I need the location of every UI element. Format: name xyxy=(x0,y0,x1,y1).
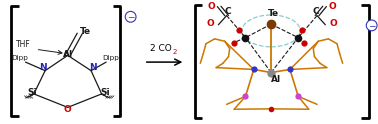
Text: C: C xyxy=(312,7,319,16)
Text: O: O xyxy=(64,105,71,114)
Text: Te: Te xyxy=(80,27,91,36)
Text: THF: THF xyxy=(16,40,31,49)
Text: Al: Al xyxy=(271,75,281,84)
Text: Dipp: Dipp xyxy=(11,55,28,61)
Text: Dipp: Dipp xyxy=(102,55,119,61)
Text: 2: 2 xyxy=(172,49,177,55)
Text: Si: Si xyxy=(101,88,110,97)
Text: O: O xyxy=(206,19,214,28)
Text: Si: Si xyxy=(27,88,37,97)
Text: Al: Al xyxy=(63,50,73,59)
Text: −: − xyxy=(127,12,134,21)
Text: N: N xyxy=(39,63,47,72)
Text: N: N xyxy=(89,63,97,72)
Text: Te: Te xyxy=(267,9,279,18)
Text: O: O xyxy=(330,19,338,28)
Text: 2 CO: 2 CO xyxy=(150,44,172,53)
Text: C: C xyxy=(225,7,231,16)
Text: O: O xyxy=(328,2,336,11)
Text: O: O xyxy=(208,2,215,11)
Text: −: − xyxy=(368,21,375,30)
